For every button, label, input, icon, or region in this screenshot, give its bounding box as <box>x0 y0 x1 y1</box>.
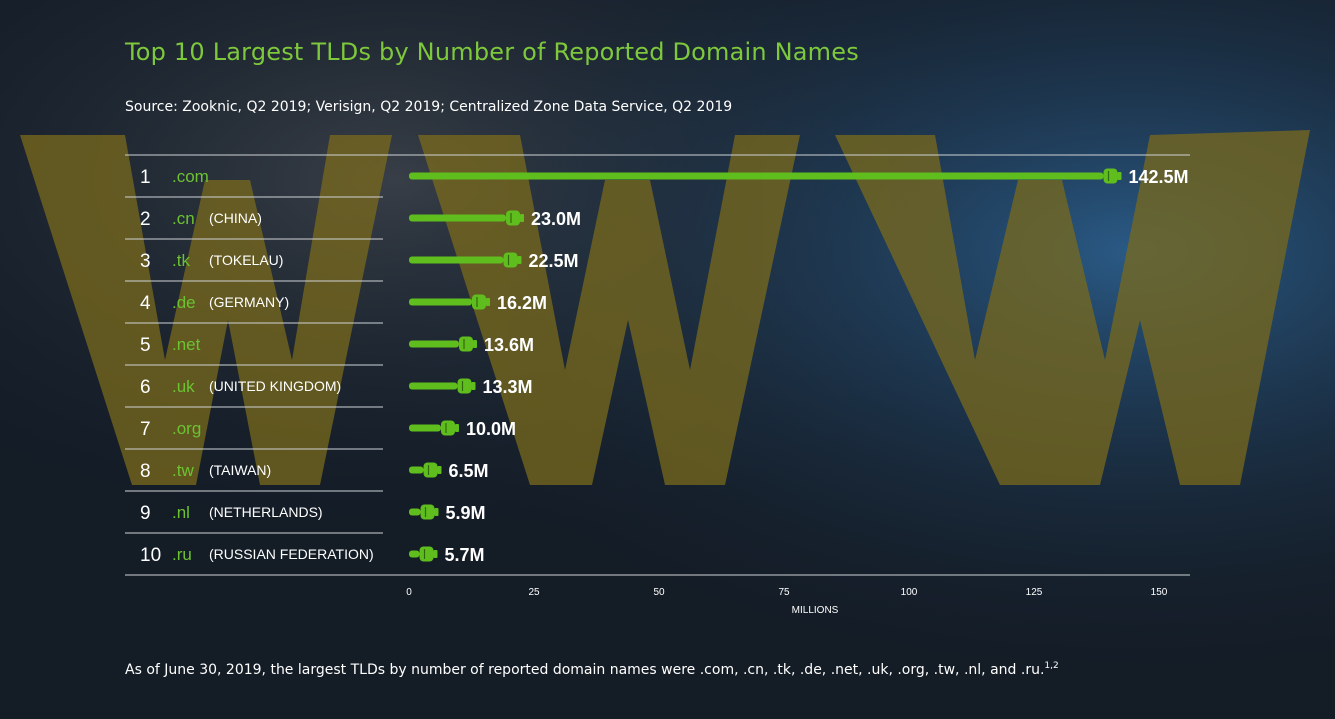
bar-ru <box>409 550 420 558</box>
rank-label: 9 <box>140 503 151 524</box>
bar-plug <box>459 336 473 352</box>
tld-label: .nl <box>172 503 190 522</box>
bar-plug <box>420 504 435 520</box>
rank-label: 6 <box>140 377 151 398</box>
bar-plug-tip <box>471 382 476 390</box>
bar-plug-tip <box>520 214 524 222</box>
bar-de <box>409 298 472 306</box>
x-tick-label: 125 <box>1026 587 1043 598</box>
value-label: 13.6M <box>484 335 534 355</box>
bar-cn <box>409 214 506 222</box>
rank-label: 10 <box>140 545 161 566</box>
value-label: 16.2M <box>497 293 547 313</box>
country-label: (CHINA) <box>209 210 262 226</box>
bar-plug-tip <box>473 340 477 348</box>
rank-label: 1 <box>140 167 151 188</box>
footnote-text: As of June 30, 2019, the largest TLDs by… <box>125 662 1045 678</box>
bar-plug <box>472 294 486 310</box>
bar-net <box>409 340 459 348</box>
tld-label: .uk <box>172 377 195 396</box>
country-label: (RUSSIAN FEDERATION) <box>209 546 374 562</box>
country-label: (TOKELAU) <box>209 252 283 268</box>
bar-tw <box>409 466 424 474</box>
country-label: (TAIWAN) <box>209 462 271 478</box>
bar-plug-tip <box>1117 172 1122 180</box>
value-label: 13.3M <box>483 377 533 397</box>
value-label: 10.0M <box>466 419 516 439</box>
x-tick-label: 100 <box>901 587 918 598</box>
tld-label: .tk <box>172 251 190 270</box>
footnote: As of June 30, 2019, the largest TLDs by… <box>125 661 1059 678</box>
country-label: (UNITED KINGDOM) <box>209 378 341 394</box>
tld-label: .cn <box>172 209 195 228</box>
rank-label: 7 <box>140 419 151 440</box>
country-label: (GERMANY) <box>209 294 289 310</box>
value-label: 142.5M <box>1129 167 1189 187</box>
bar-plug <box>1103 168 1118 184</box>
value-label: 22.5M <box>529 251 579 271</box>
bar-com <box>409 172 1104 180</box>
value-label: 23.0M <box>531 209 581 229</box>
bar-plug <box>457 378 472 394</box>
bar-plug <box>441 420 455 436</box>
bar-nl <box>409 508 421 516</box>
x-tick-label: 150 <box>1151 587 1168 598</box>
x-tick-label: 75 <box>778 587 790 598</box>
bar-plug-tip <box>486 298 490 306</box>
country-label: (NETHERLANDS) <box>209 504 323 520</box>
bar-org <box>409 424 441 432</box>
bar-plug-tip <box>434 508 439 516</box>
rank-label: 3 <box>140 251 151 272</box>
chart-source: Source: Zooknic, Q2 2019; Verisign, Q2 2… <box>125 99 733 115</box>
chart-title: Top 10 Largest TLDs by Number of Reporte… <box>125 38 859 66</box>
footnote-ref: 1,2 <box>1044 661 1059 671</box>
rank-label: 2 <box>140 209 151 230</box>
tld-label: .tw <box>172 461 194 480</box>
rank-label: 8 <box>140 461 151 482</box>
bar-plug-tip <box>437 466 442 474</box>
bar-plug-tip <box>517 256 522 264</box>
bar-plug <box>423 462 438 478</box>
bar-plug <box>503 252 518 268</box>
tld-label: .net <box>172 335 201 354</box>
tld-label: .com <box>172 167 209 186</box>
tld-label: .de <box>172 293 196 312</box>
rank-label: 5 <box>140 335 151 356</box>
bar-plug-tip <box>433 550 438 558</box>
bar-plug-tip <box>455 424 459 432</box>
x-tick-label: 0 <box>406 587 412 598</box>
x-tick-label: 25 <box>528 587 540 598</box>
value-label: 6.5M <box>449 461 489 481</box>
tld-label: .org <box>172 419 201 438</box>
x-axis-label: MILLIONS <box>792 605 839 616</box>
rank-label: 4 <box>140 293 151 314</box>
value-label: 5.7M <box>445 545 485 565</box>
bar-uk <box>409 382 458 390</box>
bar-tk <box>409 256 504 264</box>
bar-plug <box>506 210 520 226</box>
value-label: 5.9M <box>446 503 486 523</box>
bar-plug <box>419 546 434 562</box>
x-tick-label: 50 <box>653 587 665 598</box>
tld-label: .ru <box>172 545 192 564</box>
